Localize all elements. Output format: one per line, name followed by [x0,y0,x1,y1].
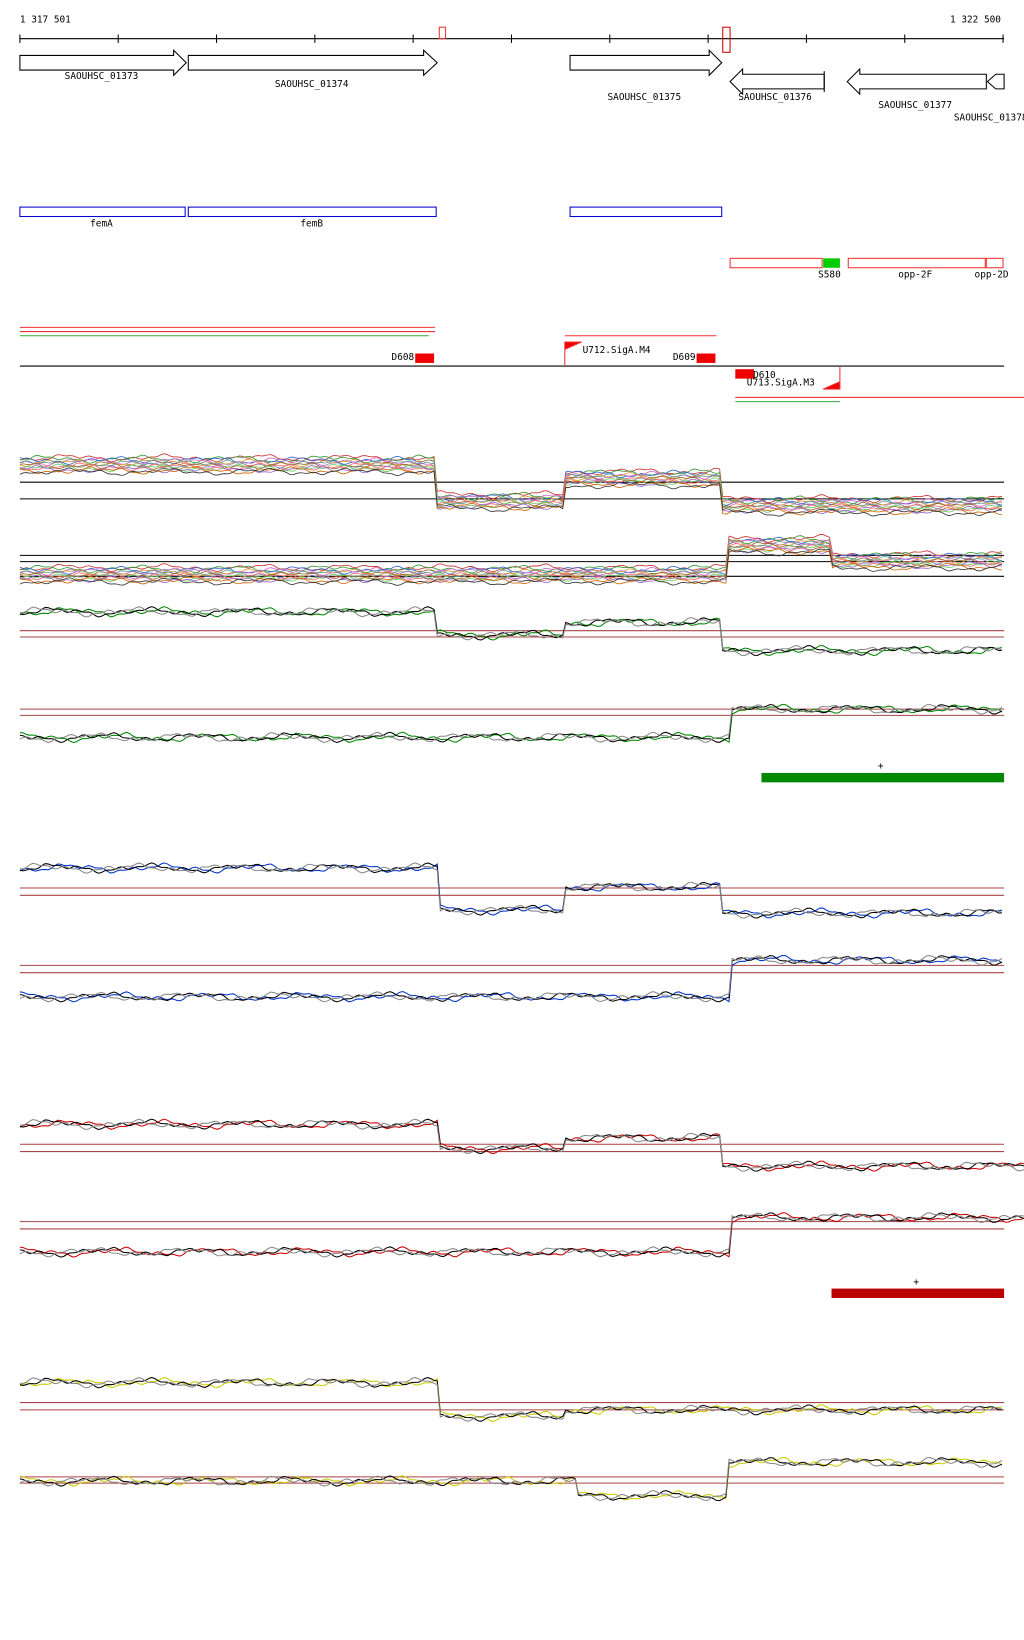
gene-label: SAOUHSC_01377 [878,100,952,111]
signal-line [19,955,1003,1003]
signal-line [19,544,1003,582]
signal-line [19,862,1003,919]
signal-line [19,459,1003,510]
signal-line [19,606,1003,657]
annotation-boxes [19,206,723,218]
signal-line [19,703,1003,744]
signal-line [19,704,1003,744]
signal-line [19,466,1003,516]
signal-line [19,1212,1024,1258]
segment-label: U713.SigA.M3 [747,377,815,388]
signal-line [19,1212,1024,1258]
gene-label: SAOUHSC_01378 [954,113,1024,124]
signal-line [19,458,1003,509]
signal-line [19,546,1003,585]
marker: + [878,761,884,772]
red-bar [831,1288,1005,1298]
gene-arrows [19,48,1005,96]
tracks [19,453,1024,1502]
signal-line [19,534,1003,573]
signal-line [19,465,1003,514]
segment-label: D609 [673,352,696,363]
signal-line [19,862,1003,919]
ruler-start: 1 317 501 [20,14,71,25]
gene-label: SAOUHSC_01373 [65,71,139,82]
ruler [19,26,1005,53]
signal-line [19,1118,1024,1172]
segment-label: U712.SigA.M4 [583,345,651,356]
feature-label: opp-2D [975,270,1009,281]
annotation-label: femB [300,218,323,229]
signal-line [19,538,1003,576]
signal-line [19,954,1003,1003]
signal-line [19,540,1003,578]
feature-boxes [729,257,1004,269]
green-bar [761,772,1005,783]
signal-line [19,467,1003,517]
feature-label: S580 [818,270,841,281]
signal-line [19,535,1003,574]
annotation-label: femA [90,218,113,229]
signal-line [19,1376,1003,1422]
signal-line [19,955,1003,1003]
signal-line [19,548,1003,586]
segment-label: D608 [392,352,415,363]
signal-line [19,541,1003,579]
signal-line [19,1118,1024,1172]
marker: + [913,1277,919,1288]
signal-line [19,1456,1003,1501]
gene-label: SAOUHSC_01376 [738,92,812,103]
ruler-end: 1 322 500 [950,14,1001,25]
signal-line [19,462,1003,512]
signal-line [19,1457,1003,1502]
signal-line [19,1457,1003,1502]
segments [19,326,1024,403]
gene-label: SAOUHSC_01374 [275,79,349,90]
signal-line [19,463,1003,513]
segment-label: D610 [753,370,776,381]
signal-line [19,1376,1003,1422]
signal-line [19,543,1003,581]
signal-line [19,703,1003,744]
gene-label: SAOUHSC_01375 [607,92,681,103]
signal-line [19,453,1003,503]
signal-line [19,457,1003,507]
signal-line [19,606,1003,657]
feature-label: opp-2F [898,270,932,281]
signal-line [19,1376,1003,1422]
signal-line [19,1212,1024,1258]
signal-line [19,545,1003,584]
signal-line [19,862,1003,919]
